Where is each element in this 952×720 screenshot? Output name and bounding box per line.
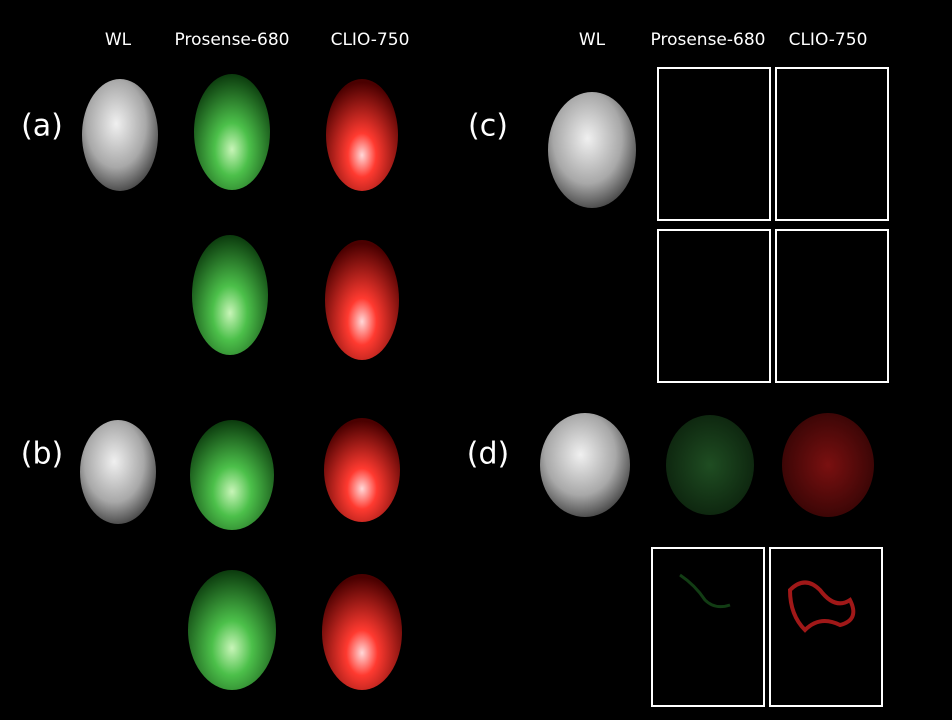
heart-wl bbox=[80, 420, 156, 524]
heart-green bbox=[666, 415, 754, 515]
heart-green bbox=[192, 235, 268, 355]
tissue-section bbox=[679, 573, 731, 609]
heart-wl bbox=[82, 79, 158, 191]
image-frame bbox=[775, 229, 889, 383]
panel-label: (c) bbox=[468, 109, 508, 144]
heart-red bbox=[324, 418, 400, 522]
panel-label: (a) bbox=[21, 109, 63, 144]
image-frame bbox=[775, 67, 889, 221]
heart-wl bbox=[548, 92, 636, 208]
heart-red bbox=[325, 240, 399, 360]
heart-green bbox=[194, 74, 270, 190]
heart-green bbox=[190, 420, 274, 530]
heart-wl bbox=[540, 413, 630, 517]
heart-red bbox=[322, 574, 402, 690]
column-header: WL bbox=[579, 30, 606, 50]
panel-label: (b) bbox=[21, 437, 63, 472]
column-header: Prosense-680 bbox=[651, 30, 766, 50]
panel-label: (d) bbox=[467, 437, 509, 472]
tissue-section bbox=[787, 580, 856, 633]
heart-red bbox=[326, 79, 398, 191]
image-frame bbox=[657, 229, 771, 383]
image-frame bbox=[769, 547, 883, 707]
column-header: CLIO-750 bbox=[331, 30, 410, 50]
heart-green bbox=[188, 570, 276, 690]
heart-red bbox=[782, 413, 874, 517]
column-header: Prosense-680 bbox=[175, 30, 290, 50]
image-frame bbox=[657, 67, 771, 221]
column-header: WL bbox=[105, 30, 132, 50]
column-header: CLIO-750 bbox=[789, 30, 868, 50]
image-frame bbox=[651, 547, 765, 707]
